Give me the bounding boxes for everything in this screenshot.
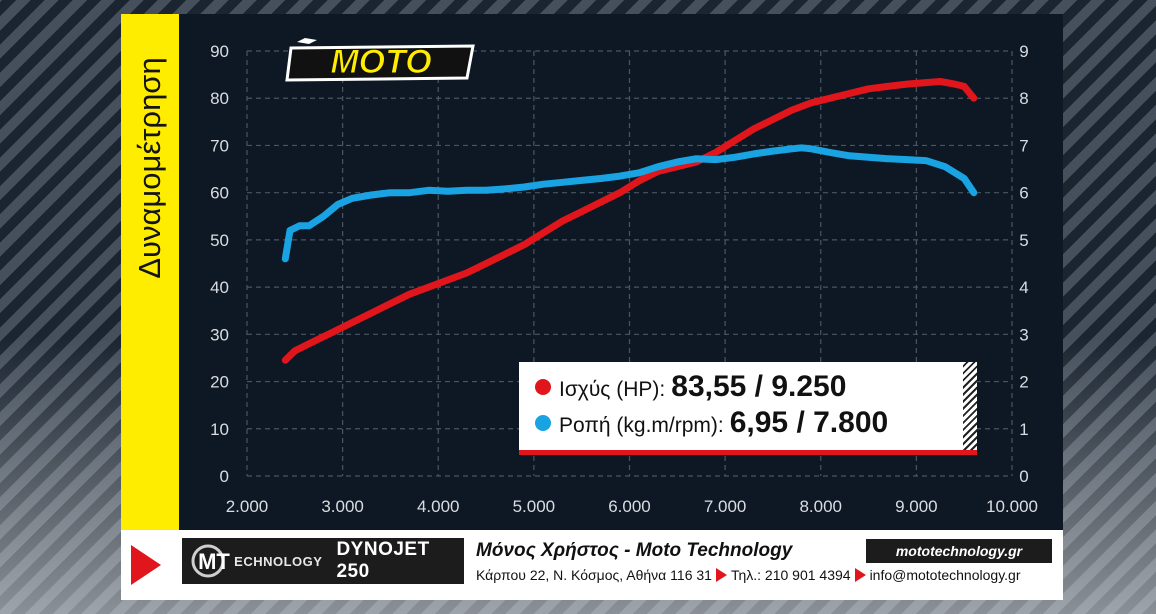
y-tick-label-right: 0 xyxy=(1019,467,1028,486)
legend-torque-label: Ροπή (kg.m/rpm): xyxy=(559,414,724,437)
mt-logo-text: ECHNOLOGY xyxy=(234,553,323,569)
legend-power-label: Ισχύς (HP): xyxy=(559,378,666,401)
torque-dot-icon xyxy=(535,415,551,431)
logo-text: MOTO xyxy=(330,43,431,81)
moto-logo: MOTO xyxy=(285,38,475,82)
lab-contact: Κάρπου 22, Ν. Κόσμος, Αθήνα 116 31 Τηλ.: … xyxy=(476,567,1021,583)
y-tick-label-left: 50 xyxy=(210,231,229,250)
x-axis: 2.000 3.000 4.000 5.000 6.000 7.000 8.000 9.000… xyxy=(226,497,1038,516)
y-tick-label-right: 7 xyxy=(1019,136,1028,155)
x-tick-label: 7.000 xyxy=(704,497,747,516)
y-tick-label-left: 20 xyxy=(210,373,229,392)
torque-series-line xyxy=(281,144,978,263)
mt-logo-icon: MT xyxy=(191,544,230,578)
x-tick-label: 10.000 xyxy=(986,497,1038,516)
x-tick-label: 6.000 xyxy=(608,497,651,516)
y-axis-left: 0 10 20 30 40 50 60 70 80 90 xyxy=(210,42,229,486)
vertical-title: Δυναμομέτρηση xyxy=(132,57,167,279)
lab-name: Μόνος Χρήστος - Moto Technology xyxy=(476,540,793,561)
address: Κάρπου 22, Ν. Κόσμος, Αθήνα 116 31 xyxy=(476,567,712,583)
x-tick-label: 5.000 xyxy=(513,497,556,516)
sidebar xyxy=(121,14,179,530)
logo-plate xyxy=(285,44,475,82)
y-tick-label-right: 5 xyxy=(1019,231,1028,250)
play-triangle-icon xyxy=(131,545,161,585)
y-tick-label-left: 0 xyxy=(220,467,229,486)
y-tick-label-right: 1 xyxy=(1019,420,1028,439)
x-tick-label: 2.000 xyxy=(226,497,269,516)
email-link[interactable]: info@mototechnology.gr xyxy=(869,567,1021,583)
y-tick-label-right: 8 xyxy=(1019,89,1028,108)
y-tick-label-left: 70 xyxy=(210,136,229,155)
y-tick-label-right: 4 xyxy=(1019,278,1028,297)
mt-logo-mark: MT xyxy=(198,549,230,574)
series-group xyxy=(281,78,978,364)
mt-logo-box: MT ECHNOLOGY DYNOJET 250 xyxy=(182,538,464,584)
y-tick-label-right: 2 xyxy=(1019,373,1028,392)
x-tick-label: 4.000 xyxy=(417,497,460,516)
y-axis-right: 0 1 2 3 4 5 6 7 8 9 xyxy=(1019,42,1028,486)
x-tick-label: 3.000 xyxy=(321,497,364,516)
y-tick-label-left: 40 xyxy=(210,278,229,297)
legend-torque: Ροπή (kg.m/rpm): 6,95 / 7.800 xyxy=(535,406,888,440)
legend-power-value: 83,55 / 9.250 xyxy=(671,370,847,403)
logo-wing-icon xyxy=(297,38,317,44)
legend-box: Ισχύς (HP): 83,55 / 9.250 Ροπή (kg.m/rpm… xyxy=(519,362,977,455)
arrow-icon xyxy=(854,568,866,582)
y-tick-label-right: 3 xyxy=(1019,325,1028,344)
y-tick-label-left: 90 xyxy=(210,42,229,61)
x-tick-label: 9.000 xyxy=(895,497,938,516)
power-series-line xyxy=(281,78,978,364)
website-link[interactable]: mototechnology.gr xyxy=(866,539,1052,563)
y-tick-label-left: 60 xyxy=(210,184,229,203)
y-tick-label-left: 10 xyxy=(210,420,229,439)
dynojet-label: DYNOJET 250 xyxy=(336,539,430,582)
legend-power: Ισχύς (HP): 83,55 / 9.250 xyxy=(535,370,846,404)
phone: Τηλ.: 210 901 4394 xyxy=(730,567,851,583)
y-tick-label-right: 9 xyxy=(1019,42,1028,61)
y-tick-label-left: 80 xyxy=(210,89,229,108)
legend-hatch xyxy=(963,362,977,450)
legend-torque-value: 6,95 / 7.800 xyxy=(729,406,889,439)
y-tick-label-left: 30 xyxy=(210,325,229,344)
y-tick-label-right: 6 xyxy=(1019,184,1028,203)
x-tick-label: 8.000 xyxy=(799,497,842,516)
arrow-icon xyxy=(715,568,727,582)
power-dot-icon xyxy=(535,379,551,395)
